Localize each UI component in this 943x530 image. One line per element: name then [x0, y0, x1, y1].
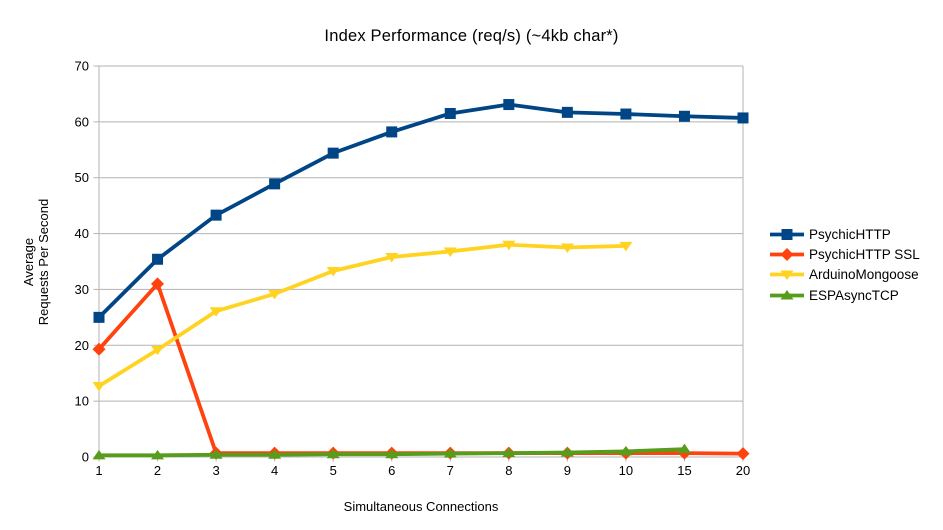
x-tick-label: 5	[330, 463, 337, 478]
x-tick-label: 2	[154, 463, 161, 478]
data-point-marker-square	[93, 311, 105, 323]
data-point-marker-triangle-up	[209, 449, 223, 459]
y-tick-label: 60	[75, 114, 89, 129]
data-point-marker-square	[327, 147, 339, 159]
legend-label: PsychicHTTP	[809, 226, 891, 242]
x-tick-label: 20	[736, 463, 750, 478]
y-tick-label: 0	[82, 450, 89, 465]
legend-diamond-icon	[770, 248, 804, 262]
data-point-marker-square	[503, 99, 515, 111]
legend-item-ArduinoMongoose: ArduinoMongoose	[770, 265, 920, 285]
x-tick-label: 7	[447, 463, 454, 478]
data-point-marker-triangle-up	[326, 448, 340, 459]
data-point-marker-triangle-down	[151, 345, 165, 356]
series-ArduinoMongoose	[92, 240, 633, 392]
data-point-marker-triangle-up	[443, 448, 457, 458]
legend-item-PsychicHTTP: PsychicHTTP	[770, 224, 920, 244]
series-PsychicHTTP-SSL	[92, 277, 750, 461]
data-point-marker-triangle-up	[780, 289, 794, 300]
data-point-marker-square	[620, 108, 632, 120]
data-point-marker-triangle-down	[209, 307, 223, 317]
data-point-marker-square	[678, 110, 690, 122]
data-point-marker-triangle-down	[502, 240, 516, 251]
data-point-marker-square	[210, 209, 222, 221]
data-point-marker-triangle-up	[677, 443, 691, 454]
series-ESPAsyncTCP	[92, 443, 691, 460]
legend-label: ArduinoMongoose	[809, 267, 919, 283]
series-line	[97, 281, 745, 456]
series-PsychicHTTP	[93, 99, 749, 323]
data-point-marker-diamond	[736, 447, 750, 461]
y-tick-label: 70	[75, 59, 89, 74]
x-tick-label: 4	[271, 463, 278, 478]
data-point-marker-diamond	[780, 248, 794, 262]
series-line	[97, 242, 628, 388]
data-point-marker-square	[269, 178, 281, 190]
data-point-marker-triangle-down	[326, 266, 340, 277]
y-tick-label: 50	[75, 170, 89, 185]
x-tick-label: 10	[619, 463, 633, 478]
data-point-marker-square	[561, 106, 573, 118]
data-point-marker-square	[152, 253, 164, 265]
chart-title: Index Performance (req/s) (~4kb char*)	[324, 27, 619, 45]
axis-tick-labels: 0 10 20 30 40 50 60 70 1 2 3 4 5 6 7 8 9 10 15 20	[75, 59, 751, 479]
data-point-marker-triangle-up	[92, 449, 106, 460]
data-point-marker-square	[781, 228, 793, 240]
x-tick-label: 8	[505, 463, 512, 478]
y-tick-label: 20	[75, 338, 89, 353]
data-point-marker-triangle-up	[619, 445, 633, 456]
data-point-marker-triangle-down	[443, 247, 457, 257]
data-point-marker-triangle-down	[92, 382, 106, 392]
x-tick-label: 1	[95, 463, 102, 478]
data-point-marker-square	[386, 126, 398, 138]
x-tick-label: 9	[564, 463, 571, 478]
legend-item-PsychicHTTP-SSL: PsychicHTTP SSL	[770, 244, 920, 264]
legend-triangle-up-icon	[770, 289, 804, 300]
data-point-marker-triangle-up	[268, 449, 282, 459]
y-tick-label: 10	[75, 394, 89, 409]
x-tick-label: 6	[388, 463, 395, 478]
series-line	[97, 102, 745, 320]
data-point-marker-triangle-down	[385, 253, 399, 263]
data-point-marker-square	[444, 107, 456, 119]
data-point-marker-triangle-up	[151, 449, 165, 460]
data-point-marker-triangle-down	[619, 241, 633, 252]
data-point-marker-triangle-down	[780, 270, 794, 281]
legend-item-ESPAsyncTCP: ESPAsyncTCP	[770, 285, 920, 305]
x-tick-label: 15	[677, 463, 691, 478]
legend: PsychicHTTP PsychicHTTP SSL ArduinoMongoos…	[770, 224, 920, 306]
data-point-marker-square	[737, 112, 749, 124]
y-tick-label: 40	[75, 226, 89, 241]
data-point-marker-triangle-up	[385, 448, 399, 459]
y-tick-label: 30	[75, 282, 89, 297]
legend-triangle-down-icon	[770, 270, 804, 281]
legend-square-icon	[770, 228, 804, 240]
data-point-marker-diamond	[151, 277, 165, 291]
data-point-marker-triangle-down	[268, 289, 282, 300]
data-point-marker-triangle-up	[560, 447, 574, 457]
data-point-marker-triangle-up	[502, 447, 516, 458]
data-point-marker-triangle-down	[560, 243, 574, 254]
legend-label: PsychicHTTP SSL	[809, 247, 920, 263]
legend-label: ESPAsyncTCP	[809, 287, 899, 303]
data-point-marker-diamond	[92, 342, 106, 356]
x-tick-label: 3	[212, 463, 219, 478]
x-axis-title: Simultaneous Connections	[343, 499, 499, 514]
